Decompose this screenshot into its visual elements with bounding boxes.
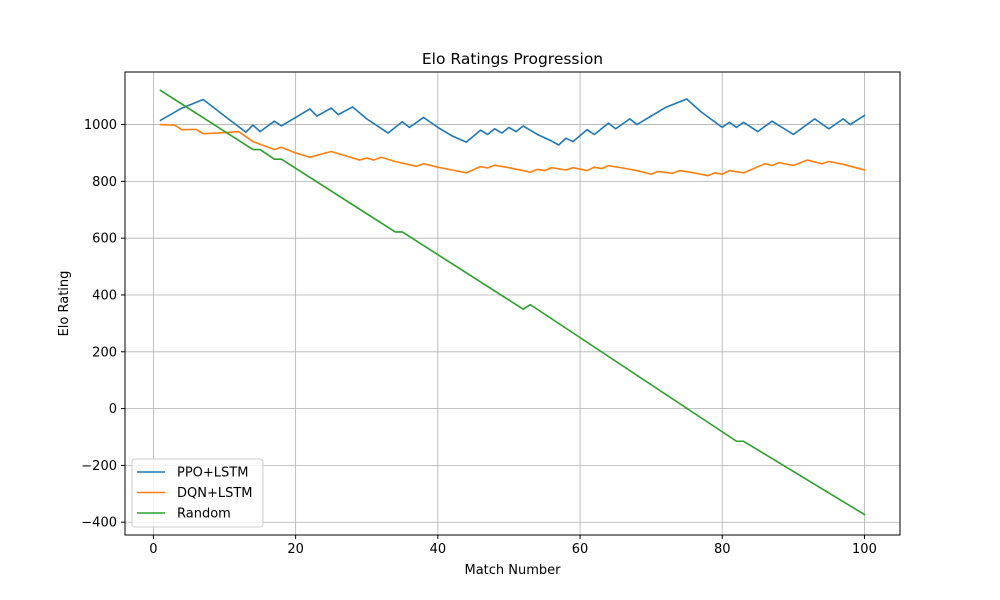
y-tick-label: −400 [81,516,117,531]
y-tick-label: 400 [92,288,117,303]
y-tick-label: 600 [92,232,117,247]
legend-label-dqn-lstm: DQN+LSTM [177,486,253,501]
x-tick-label: 20 [287,542,304,557]
x-axis: 0 20 40 60 80 100 [149,535,877,557]
series-line-random [159,89,866,516]
chart-title: Elo Ratings Progression [422,50,603,68]
legend-label-ppo-lstm: PPO+LSTM [177,466,248,481]
x-tick-label: 0 [149,542,157,557]
series-lines [159,89,866,516]
legend-frame [131,458,264,528]
y-tick-label: 1000 [84,118,117,133]
x-tick-label: 100 [852,542,877,557]
y-tick-label: −200 [81,459,117,474]
x-tick-label: 40 [430,542,447,557]
series-line-dqn-lstm [159,123,866,177]
y-tick-label: 800 [92,175,117,190]
legend: PPO+LSTM DQN+LSTM Random [131,458,264,528]
plot-frame [124,71,901,536]
y-axis-label: Elo Rating [57,271,72,337]
x-tick-label: 80 [714,542,731,557]
y-tick-label: 200 [92,345,117,360]
y-axis: −400 −200 0 200 400 600 800 1000 [81,118,125,531]
x-axis-label: Match Number [464,563,561,578]
x-tick-label: 60 [572,542,589,557]
y-tick-label: 0 [109,402,117,417]
legend-label-random: Random [177,507,231,522]
series-line-ppo-lstm [159,98,866,146]
